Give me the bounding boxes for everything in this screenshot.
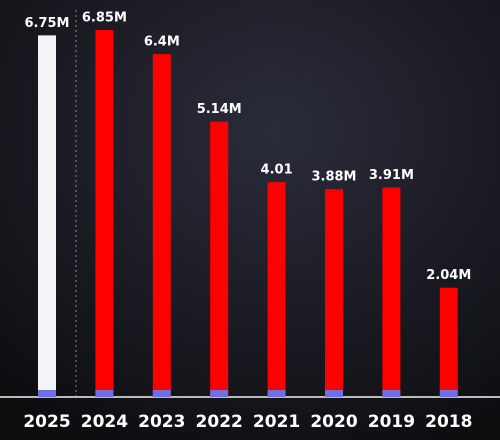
bar — [210, 121, 229, 397]
bar — [267, 182, 286, 397]
x-tick-label: 2025 — [23, 412, 70, 432]
value-label: 3.91M — [369, 168, 414, 183]
bar — [152, 54, 171, 397]
bar — [325, 189, 343, 397]
x-tick-label: 2018 — [425, 412, 472, 432]
value-label: 2.04M — [426, 268, 471, 283]
bar-base — [38, 390, 56, 397]
value-label: 3.88M — [311, 170, 356, 185]
bar-base — [152, 390, 171, 397]
bar-base — [267, 390, 286, 397]
bar — [439, 287, 458, 397]
bar — [38, 35, 56, 397]
x-tick-label: 2020 — [310, 412, 357, 432]
value-label: 6.85M — [82, 11, 127, 26]
x-tick-label: 2023 — [138, 412, 185, 432]
bar — [95, 30, 114, 397]
x-tick-label: 2024 — [81, 412, 128, 432]
x-tick-label: 2021 — [253, 412, 300, 432]
value-label: 5.14M — [197, 102, 242, 117]
x-tick-label: 2022 — [196, 412, 243, 432]
bar-base — [325, 390, 343, 397]
bar-base — [382, 390, 401, 397]
bar-base — [210, 390, 229, 397]
x-tick-label: 2019 — [368, 412, 415, 432]
value-label: 6.75M — [24, 16, 69, 31]
value-label: 4.01 — [261, 163, 293, 178]
bar-base — [439, 390, 458, 397]
value-label: 6.4M — [144, 35, 180, 50]
bar-base — [95, 390, 114, 397]
bar — [382, 187, 401, 397]
